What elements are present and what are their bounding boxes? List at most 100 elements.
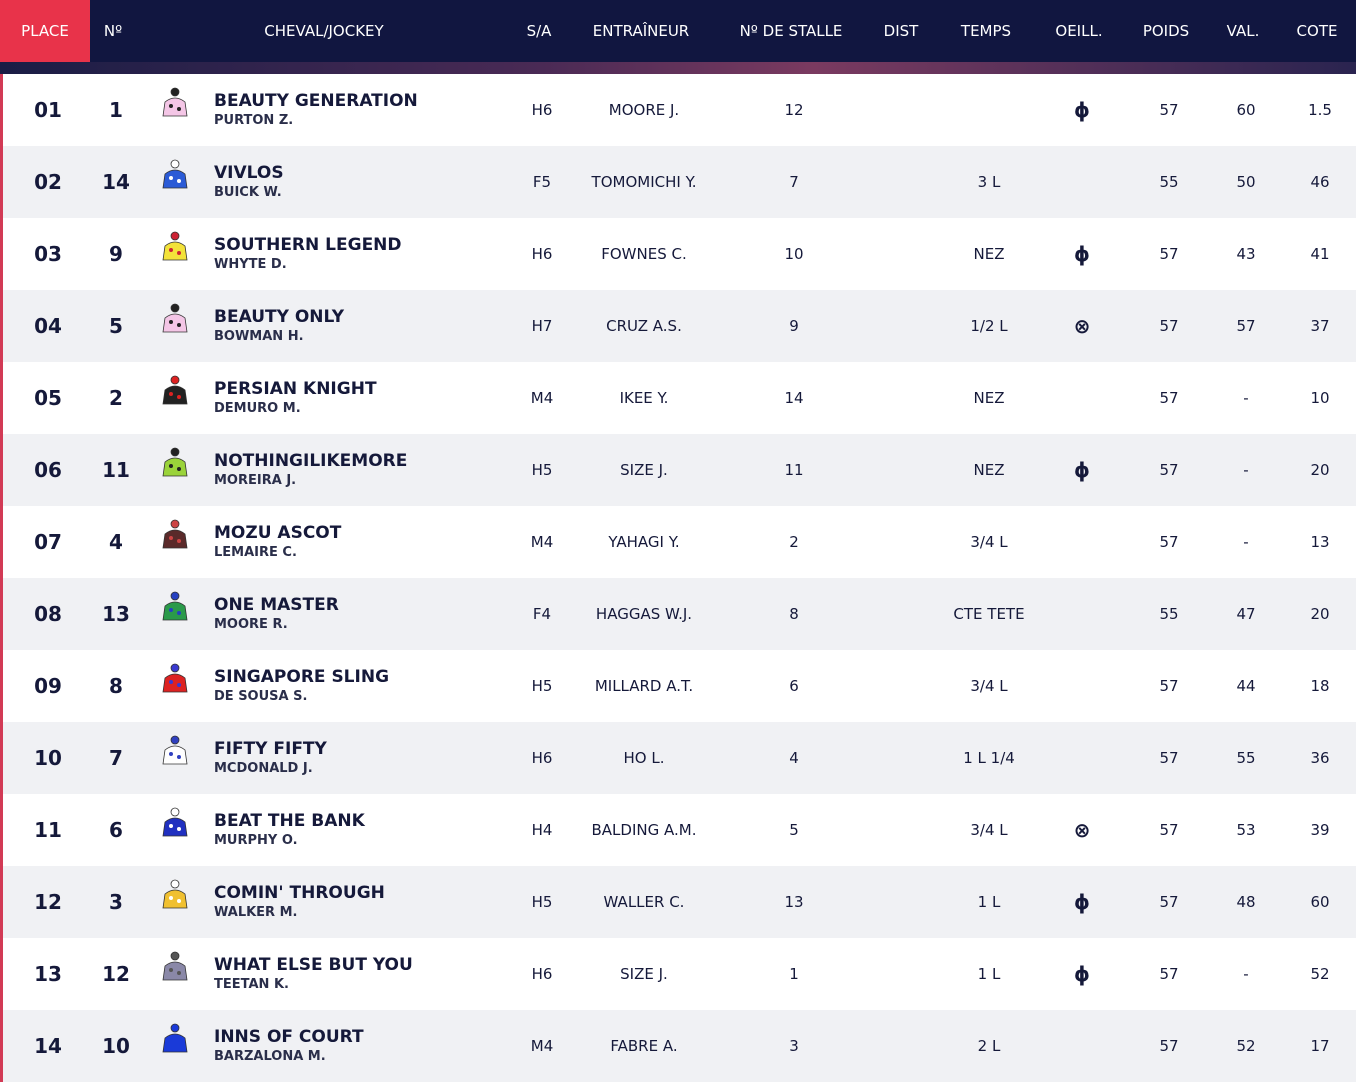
cell-trainer: WALLER C.: [603, 893, 685, 911]
cell-no: 6: [109, 818, 123, 842]
cell-temps: 1 L: [977, 893, 1001, 911]
cell-place: 02: [34, 170, 62, 194]
cell-trainer: YAHAGI Y.: [608, 533, 680, 551]
jockey-name: MOREIRA J.: [214, 473, 297, 488]
cell-val: 48: [1236, 893, 1256, 911]
jockey-silk: [162, 879, 188, 909]
column-header: VAL.: [1226, 22, 1260, 40]
cell-sa: H5: [531, 893, 553, 911]
cell-val: -: [1243, 965, 1249, 983]
jockey-name: PURTON Z.: [214, 113, 294, 128]
cell-stall: 5: [789, 821, 799, 839]
cell-sa: M4: [530, 533, 554, 551]
cell-no: 7: [109, 746, 123, 770]
cell-oeill: ɸ: [1074, 890, 1090, 914]
jockey-name: LEMAIRE C.: [214, 545, 297, 560]
column-header: POIDS: [1142, 22, 1190, 40]
jockey-name: BOWMAN H.: [214, 329, 304, 344]
cell-place: 07: [34, 530, 62, 554]
result-row: 11 6 H4 BALDING A.M. 5 3/4 L ⊗ 57 53 39 BEAT THE B…: [0, 794, 1356, 866]
cell-val: -: [1243, 389, 1249, 407]
jockey-name: BARZALONA M.: [214, 1049, 326, 1064]
cell-cote: 39: [1310, 821, 1330, 839]
result-row: 09 8 H5 MILLARD A.T. 6 3/4 L 57 44 18 SINGAPORE S…: [0, 650, 1356, 722]
cell-poids: 55: [1159, 173, 1179, 191]
cell-stall: 2: [789, 533, 799, 551]
jockey-name: MOORE R.: [214, 617, 288, 632]
cell-poids: 57: [1159, 821, 1179, 839]
jockey-name: DE SOUSA S.: [214, 689, 308, 704]
cell-no: 14: [102, 170, 130, 194]
result-row: 12 3 H5 WALLER C. 13 1 L ɸ 57 48 60 COMIN' THROUGH…: [0, 866, 1356, 938]
cell-stall: 1: [789, 965, 799, 983]
result-row: 03 9 H6 FOWNES C. 10 NEZ ɸ 57 43 41 SOUTHERN LEGEN…: [0, 218, 1356, 290]
cell-poids: 57: [1159, 389, 1179, 407]
cell-place: 08: [34, 602, 62, 626]
cell-cote: 13: [1310, 533, 1330, 551]
jockey-silk: [162, 303, 188, 333]
cell-place: 11: [34, 818, 62, 842]
jockey-name: BUICK W.: [214, 185, 282, 200]
cell-no: 9: [109, 242, 123, 266]
cell-temps: CTE TETE: [953, 605, 1025, 623]
cell-no: 12: [102, 962, 130, 986]
cell-place: 03: [34, 242, 62, 266]
cell-cote: 46: [1310, 173, 1330, 191]
cell-val: 57: [1236, 317, 1256, 335]
cell-sa: H7: [531, 317, 553, 335]
cell-sa: F5: [532, 173, 552, 191]
cell-temps: 3 L: [977, 173, 1001, 191]
cell-oeill: ɸ: [1074, 458, 1090, 482]
cell-trainer: BALDING A.M.: [591, 821, 697, 839]
cell-trainer: MOORE J.: [608, 101, 680, 119]
cell-place: 01: [34, 98, 62, 122]
cell-val: 55: [1236, 749, 1256, 767]
cell-poids: 57: [1159, 1037, 1179, 1055]
cell-val: -: [1243, 461, 1249, 479]
cell-sa: H6: [531, 101, 553, 119]
cell-trainer: IKEE Y.: [619, 389, 669, 407]
cell-cote: 20: [1310, 605, 1330, 623]
cell-sa: H5: [531, 677, 553, 695]
jockey-silk: [162, 663, 188, 693]
jockey-name: WALKER M.: [214, 905, 298, 920]
cell-cote: 18: [1310, 677, 1330, 695]
cell-trainer: SIZE J.: [620, 965, 668, 983]
jockey-silk: [162, 1023, 188, 1053]
cell-place: 14: [34, 1034, 62, 1058]
horse-name: MOZU ASCOT: [214, 523, 342, 543]
cell-place: 06: [34, 458, 62, 482]
cell-poids: 57: [1159, 965, 1179, 983]
cell-stall: 14: [784, 389, 804, 407]
cell-val: 47: [1236, 605, 1256, 623]
cell-val: 53: [1236, 821, 1256, 839]
cell-temps: 2 L: [977, 1037, 1001, 1055]
jockey-silk: [162, 807, 188, 837]
cell-cote: 37: [1310, 317, 1330, 335]
jockey-silk: [162, 159, 188, 189]
cell-temps: NEZ: [973, 389, 1005, 407]
cell-poids: 57: [1159, 317, 1179, 335]
result-row: 08 13 F4 HAGGAS W.J. 8 CTE TETE 55 47 20 ONE MAST…: [0, 578, 1356, 650]
cell-trainer: MILLARD A.T.: [594, 677, 694, 695]
cell-trainer: SIZE J.: [620, 461, 668, 479]
column-header: OEILL.: [1055, 22, 1103, 40]
cell-no: 11: [102, 458, 130, 482]
horse-name: BEAT THE BANK: [214, 811, 365, 831]
result-row: 05 2 M4 IKEE Y. 14 NEZ 57 - 10 PERSIAN KNIGHT DEMU…: [0, 362, 1356, 434]
column-header: COTE: [1296, 22, 1338, 40]
cell-stall: 3: [789, 1037, 799, 1055]
horse-name: VIVLOS: [214, 163, 284, 183]
cell-sa: H5: [531, 461, 553, 479]
result-row: 04 5 H7 CRUZ A.S. 9 1/2 L ⊗ 57 57 37 BEAUTY ONLY BO…: [0, 290, 1356, 362]
column-header: Nº: [103, 22, 123, 40]
cell-temps: 1/2 L: [970, 317, 1008, 335]
cell-trainer: CRUZ A.S.: [606, 317, 682, 335]
cell-place: 09: [34, 674, 62, 698]
column-header: CHEVAL/JOCKEY: [264, 22, 384, 40]
cell-cote: 60: [1310, 893, 1330, 911]
cell-oeill: ɸ: [1074, 962, 1090, 986]
cell-cote: 41: [1310, 245, 1330, 263]
horse-name: BEAUTY ONLY: [214, 307, 345, 327]
